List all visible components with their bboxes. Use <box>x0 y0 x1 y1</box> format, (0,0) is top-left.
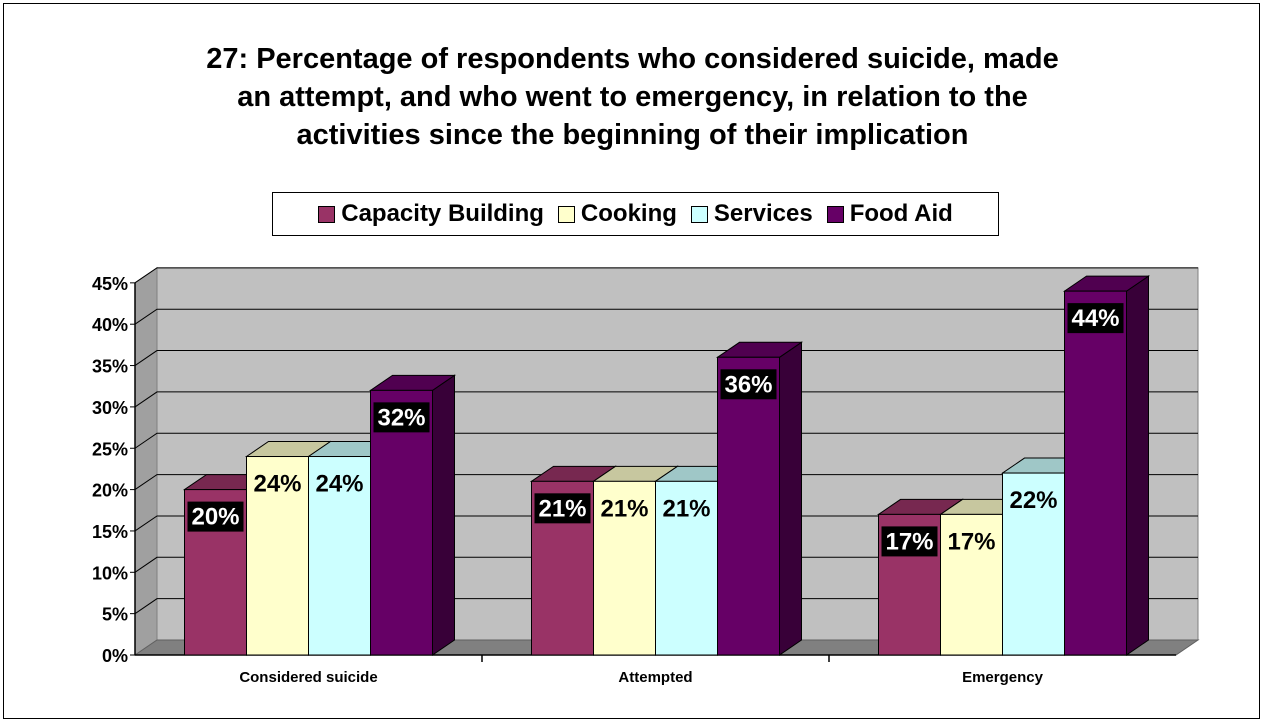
gridline <box>134 515 1198 532</box>
chart-title-line-2: an attempt, and who went to emergency, i… <box>237 81 1028 113</box>
bar-cooking-emergency <box>940 513 1003 656</box>
data-label-services-emergency: 22% <box>1009 487 1057 514</box>
legend-label-cooking: Cooking <box>580 200 677 227</box>
legend-swatch-cooking <box>557 205 575 223</box>
gridline <box>134 556 1198 573</box>
legend-item-capacity-building: Capacity Building <box>318 200 544 228</box>
data-label-capacity-building-attempted: 21% <box>538 495 586 522</box>
legend-label-capacity-building: Capacity Building <box>341 200 544 227</box>
y-tick-label: 45% <box>92 274 128 294</box>
data-label-services-attempted: 21% <box>662 495 710 522</box>
bar-food-aid-attempted <box>717 356 780 656</box>
data-label-box-capacity-building-emergency <box>881 526 938 557</box>
gridline <box>134 474 1198 491</box>
chart-title-line-1: 27: Percentage of respondents who consid… <box>206 43 1059 75</box>
chart-legend: Capacity Building Cooking Services Food … <box>272 192 999 236</box>
gridline <box>134 432 1198 449</box>
legend-swatch-food-aid <box>826 205 844 223</box>
data-label-box-capacity-building-attempted <box>534 493 591 524</box>
chart-title-line-3: activities since the beginning of their … <box>296 119 969 151</box>
y-tick-label: 20% <box>92 481 128 501</box>
data-label-cooking-attempted: 21% <box>600 495 648 522</box>
y-tick-label: 35% <box>92 357 128 377</box>
y-tick-label: 40% <box>92 315 128 335</box>
legend-item-food-aid: Food Aid <box>826 200 953 228</box>
bar-services-attempted <box>655 480 718 656</box>
data-label-food-aid-considered-suicide: 32% <box>377 404 425 431</box>
data-label-capacity-building-emergency: 17% <box>885 528 933 555</box>
data-label-box-capacity-building-considered-suicide <box>187 501 244 532</box>
data-label-food-aid-emergency: 44% <box>1071 305 1119 332</box>
legend-item-services: Services <box>690 200 813 228</box>
side-wall <box>134 266 158 656</box>
data-label-box-food-aid-emergency <box>1067 303 1124 334</box>
data-label-box-food-aid-considered-suicide <box>373 402 430 433</box>
x-tick-label: Emergency <box>962 669 1044 686</box>
gridline <box>134 391 1198 408</box>
x-tick-label: Considered suicide <box>239 669 377 686</box>
legend-swatch-services <box>690 205 708 223</box>
data-label-cooking-emergency: 17% <box>947 528 995 555</box>
y-tick-label: 5% <box>102 605 128 625</box>
bar-side-food-aid-attempted <box>779 341 802 656</box>
bar-services-considered-suicide <box>308 456 371 656</box>
bar-cooking-considered-suicide <box>246 456 309 656</box>
y-tick-label: 0% <box>102 646 128 666</box>
bar-food-aid-considered-suicide <box>370 389 433 656</box>
data-label-capacity-building-considered-suicide: 20% <box>191 504 239 531</box>
bar-services-emergency <box>1002 472 1065 656</box>
data-label-food-aid-attempted: 36% <box>724 371 772 398</box>
bar-food-aid-emergency <box>1064 290 1127 656</box>
data-label-box-food-aid-attempted <box>720 369 777 400</box>
legend-label-food-aid: Food Aid <box>849 200 953 227</box>
legend-swatch-capacity-building <box>318 205 336 223</box>
bar-side-food-aid-considered-suicide <box>432 374 455 656</box>
gridline <box>134 598 1198 615</box>
data-label-services-considered-suicide: 24% <box>315 471 363 498</box>
data-label-cooking-considered-suicide: 24% <box>253 471 301 498</box>
y-tick-label: 30% <box>92 398 128 418</box>
bar-side-food-aid-emergency <box>1126 275 1149 656</box>
legend-item-cooking: Cooking <box>557 200 677 228</box>
x-tick-label: Attempted <box>618 669 692 686</box>
gridline <box>134 267 1198 284</box>
gridline <box>134 350 1198 366</box>
y-tick-label: 15% <box>92 522 128 542</box>
y-tick-label: 25% <box>92 439 128 459</box>
chart-title: 27: Percentage of respondents who consid… <box>0 40 1265 154</box>
y-tick-label: 10% <box>92 563 128 583</box>
gridline <box>134 308 1198 325</box>
legend-label-services: Services <box>713 200 813 227</box>
